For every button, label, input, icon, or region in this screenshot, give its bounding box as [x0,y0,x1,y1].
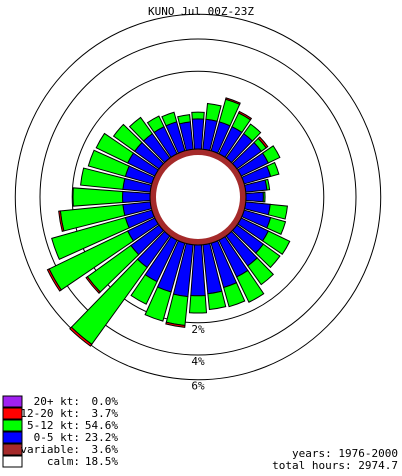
wind-segment [237,110,253,121]
wind-segment [262,191,266,203]
ring-label: 6% [191,380,205,393]
wind-segment [266,161,280,178]
wind-segment [266,216,287,235]
wind-segment [144,286,172,322]
ring [39,38,357,356]
legend-value: 3.7% [92,407,119,420]
legend-swatch [2,395,23,408]
wind-segment [130,274,158,305]
years-note: years: 1976-2000 [292,447,398,460]
wind-segment [69,326,93,347]
wind-segment [46,268,62,292]
legend-swatch [2,407,23,420]
wind-segment [267,203,288,220]
legend-label: 5-12 kt: [27,419,80,432]
legend-value: 0.0% [92,395,119,408]
ring-label: 4% [191,355,205,368]
hours-note: total hours: 2974.7 [272,459,398,472]
wind-segment [95,132,135,164]
legend-value: 18.5% [85,455,118,468]
legend-label: 0-5 kt: [34,431,80,444]
ring [14,13,382,381]
wind-segment [222,282,246,308]
wind-segment [58,210,65,232]
legend-label: 20+ kt: [34,395,80,408]
wind-segment [261,230,291,255]
wind-segment [191,111,205,120]
legend-swatch [2,443,23,456]
legend-value: 23.2% [85,431,118,444]
rings [14,13,382,381]
wind-segment [112,123,143,152]
wind-segment [261,145,281,164]
legend-swatch [2,455,23,468]
legend-swatch [2,431,23,444]
center [149,148,247,246]
wind-segment [191,118,205,150]
wind-segment [246,257,274,286]
wind-segment [51,216,130,260]
variable-ring-edge [149,148,247,246]
wind-segment [255,243,281,269]
legend-label: 12-20 kt: [20,407,80,420]
wind-segment [225,97,241,105]
legend-swatch [2,419,23,432]
ring [71,70,325,324]
wind-segment [87,149,130,178]
wind-segment [235,269,265,303]
bars [46,97,291,347]
wind-segment [245,191,264,203]
ring-label: 2% [191,323,205,336]
wind-segment [243,123,262,142]
wind-segment [177,114,191,125]
wind-segment [128,116,153,142]
wind-segment [72,187,124,207]
wind-segment [205,102,222,122]
wind-segment [165,321,186,328]
legend: 20+ kt: 0.0% 12-20 kt: 3.7% 5-12 kt: 54.6% 0-5… [2,395,119,468]
variable-ring [150,149,246,245]
legend-value: 54.6% [85,419,118,432]
legend-value: 3.6% [92,443,119,456]
wind-segment [146,115,165,134]
ring-labels: 2% 4% 6% [191,323,205,393]
wind-segment [85,276,101,294]
wind-segment [264,178,271,191]
wind-segment [80,167,126,190]
legend-label: calm: [47,455,80,468]
wind-segment [161,111,178,127]
wind-segment [207,290,227,311]
wind-segment [122,190,151,204]
wind-segment [257,136,269,149]
chart-title: KUNO Jul 00Z-23Z [148,5,254,18]
legend-label: variable: [20,443,80,456]
wind-segment [188,294,208,314]
